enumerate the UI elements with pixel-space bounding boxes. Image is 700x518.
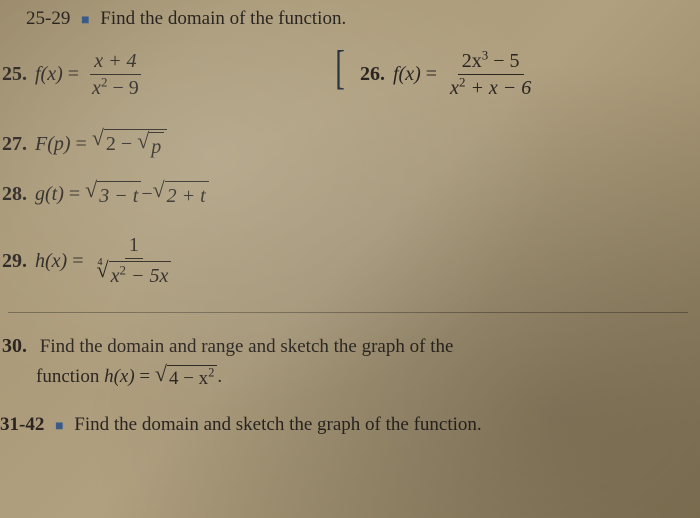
sqrt-2: √ 2 + t	[153, 179, 209, 210]
row-25-26: 25. f(x) = x + 4 x2 − 9 [ 26. f(x) = 2x3…	[0, 48, 700, 101]
radical-icon: 4√	[96, 259, 108, 281]
problem-27: 27. F(p) = √ 2 − √ p	[0, 127, 700, 161]
function-name: g(t)	[35, 183, 64, 206]
equals: =	[71, 133, 92, 156]
range-label: 25-29	[26, 8, 70, 29]
sqrt-1: √ 3 − t	[85, 179, 141, 210]
problem-number: 28.	[2, 183, 27, 206]
section-header-31-42: 31-42 ■ Find the domain and sketch the g…	[0, 414, 700, 436]
fourth-root: 4√ x2 − 5x	[96, 259, 171, 290]
fraction: x + 4 x2 − 9	[88, 48, 143, 101]
problem-25: 25. f(x) = x + 4 x2 − 9	[0, 48, 340, 101]
range-label: 31-42	[0, 414, 44, 435]
problem-28: 28. g(t) = √ 3 − t − √ 2 + t	[0, 179, 700, 210]
textbook-page: 25-29 ■ Find the domain of the function.…	[0, 0, 700, 518]
equals: =	[67, 250, 88, 273]
numerator: 2x3 − 5	[458, 48, 524, 75]
radical-icon: √	[137, 130, 149, 152]
bracket-icon: [	[335, 44, 345, 92]
function-name: h(x)	[35, 250, 67, 273]
header-text: Find the domain of the function.	[100, 8, 346, 29]
sqrt-arg: 2 − √ p	[104, 129, 167, 161]
equals: =	[63, 63, 84, 86]
problem-30: 30. Find the domain and range and sketch…	[0, 331, 700, 392]
separator-line	[8, 312, 688, 313]
function-name: f(x)	[393, 63, 421, 86]
numerator: 1	[125, 232, 143, 259]
equals: =	[64, 183, 85, 206]
function-name: F(p)	[35, 133, 71, 156]
root-arg: x2 − 5x	[109, 261, 172, 290]
radical-icon: √	[153, 179, 165, 201]
numerator: x + 4	[90, 48, 140, 75]
problem-text-line1: Find the domain and range and sketch the…	[40, 336, 454, 357]
fraction: 2x3 − 5 x2 + x − 6	[446, 48, 535, 101]
equals: =	[421, 63, 442, 86]
fraction: 1 4√ x2 − 5x	[92, 232, 175, 290]
problem-text-line2: function h(x) = √ 4 − x2 .	[36, 366, 222, 387]
section-text: Find the domain and sketch the graph of …	[74, 414, 481, 435]
sqrt: √ 4 − x2	[155, 363, 217, 393]
denominator: x2 − 9	[88, 75, 143, 101]
sqrt-inner: √ p	[137, 130, 164, 161]
sqrt-arg: 4 − x2	[167, 365, 217, 393]
radical-icon: √	[85, 179, 97, 201]
problem-26: [ 26. f(x) = 2x3 − 5 x2 + x − 6	[340, 48, 539, 101]
problem-number: 25.	[2, 63, 27, 86]
problem-number: 29.	[2, 250, 27, 273]
radical-icon: √	[155, 363, 167, 385]
problem-number: 26.	[360, 63, 385, 86]
denominator: 4√ x2 − 5x	[92, 259, 175, 290]
denominator: x2 + x − 6	[446, 75, 535, 101]
section-header-25-29: 25-29 ■ Find the domain of the function.	[0, 8, 700, 30]
sqrt-outer: √ 2 − √ p	[92, 127, 167, 161]
bullet-icon: ■	[55, 419, 63, 434]
problem-number: 27.	[2, 133, 27, 156]
function-name: f(x)	[35, 63, 63, 86]
problem-number: 30.	[2, 335, 27, 357]
bullet-icon: ■	[81, 13, 89, 28]
radical-icon: √	[92, 127, 104, 149]
problem-29: 29. h(x) = 1 4√ x2 − 5x	[0, 232, 700, 290]
